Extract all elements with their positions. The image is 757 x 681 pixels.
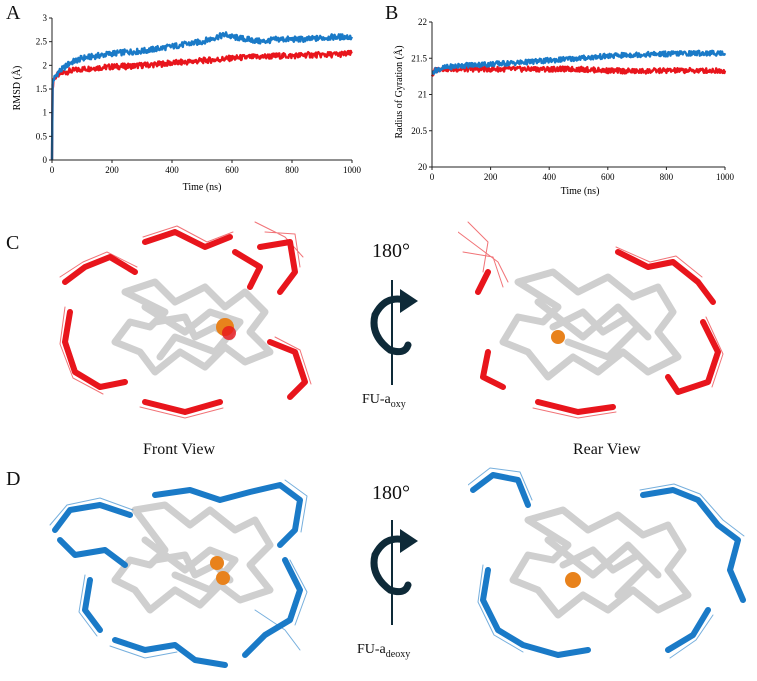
x-tick-label: 800	[285, 165, 299, 175]
ligand-atom	[216, 571, 230, 585]
backbone-core-trace	[111, 501, 274, 614]
ligand-atom	[210, 556, 224, 570]
y-tick-label: 0	[43, 155, 48, 165]
rg-x-axis-label: Time (ns)	[561, 186, 600, 197]
x-tick-label: 1000	[343, 165, 362, 175]
rotation-arrow-icon	[370, 280, 418, 385]
flexible-loop-ensemble	[59, 221, 312, 419]
panel-label-a: A	[6, 2, 21, 24]
series-line-oxy	[50, 49, 353, 161]
y-tick-label: 21	[418, 90, 427, 100]
fu-deoxy-label: FU-adeoxy	[357, 642, 411, 660]
ligand-atom	[551, 330, 565, 344]
rmsd-chart: 0 0.5 1 1.5 2 2.5 3 0 200 400 600 800 1000 Time (ns)…	[11, 13, 362, 193]
rg-y-axis-label: Radius of Gyration (Å)	[393, 45, 405, 138]
x-tick-label: 1000	[716, 172, 735, 182]
panel-label-d: D	[6, 468, 21, 490]
rotation-label-c: 180°	[372, 240, 410, 262]
backbone-core-trace	[499, 268, 682, 381]
oxy-front-view-structure	[59, 221, 312, 419]
y-tick-label: 3	[43, 13, 48, 23]
x-tick-label: 800	[660, 172, 674, 182]
y-tick-label: 1	[43, 108, 48, 118]
y-tick-label: 22	[418, 17, 427, 27]
flexible-loop-trace	[470, 472, 746, 658]
fu-oxy-label: FU-aoxy	[362, 392, 406, 410]
x-tick-label: 400	[165, 165, 179, 175]
rotation-arrow-icon	[370, 520, 418, 625]
flexible-loop-trace	[62, 229, 308, 415]
x-tick-label: 600	[225, 165, 239, 175]
y-tick-label: 21.5	[411, 53, 427, 63]
flexible-loop-trace	[52, 482, 303, 668]
y-tick-label: 2	[43, 60, 48, 70]
rear-view-label-c: Rear View	[573, 441, 641, 458]
y-tick-label: 2.5	[36, 37, 48, 47]
x-tick-label: 600	[601, 172, 615, 182]
radius-of-gyration-chart: 20 20.5 21 21.5 22 0 200 400 600 800 1000 Time (ns…	[393, 17, 735, 197]
backbone-core-trace	[509, 506, 692, 619]
ligand-atom	[222, 326, 236, 340]
deoxy-rear-view-structure	[468, 467, 746, 659]
series-line-oxy	[430, 65, 727, 77]
backbone-core-trace	[111, 278, 274, 376]
rotation-label-d: 180°	[372, 482, 410, 504]
front-view-label-c: Front View	[143, 441, 216, 458]
rmsd-x-axis-label: Time (ns)	[183, 182, 222, 193]
panel-label-b: B	[385, 2, 399, 24]
x-tick-label: 0	[50, 165, 55, 175]
x-tick-label: 0	[430, 172, 435, 182]
y-tick-label: 20	[418, 162, 428, 172]
x-tick-label: 200	[105, 165, 119, 175]
flexible-loop-trace	[475, 249, 721, 415]
panel-label-c: C	[6, 232, 20, 254]
y-tick-label: 20.5	[411, 126, 427, 136]
flexible-loop-ensemble	[49, 479, 308, 659]
ligand-atom	[565, 572, 581, 588]
y-tick-label: 0.5	[36, 131, 48, 141]
deoxy-front-view-structure	[49, 479, 308, 668]
rmsd-y-axis-label: RMSD (Å)	[11, 66, 23, 111]
x-tick-label: 200	[484, 172, 498, 182]
series-line-deoxy	[50, 31, 354, 161]
x-tick-label: 400	[542, 172, 556, 182]
y-tick-label: 1.5	[36, 84, 48, 94]
flexible-loop-ensemble	[468, 467, 745, 659]
flexible-loop-ensemble	[458, 221, 724, 419]
oxy-rear-view-structure	[458, 221, 724, 419]
series-line-deoxy	[431, 49, 727, 76]
